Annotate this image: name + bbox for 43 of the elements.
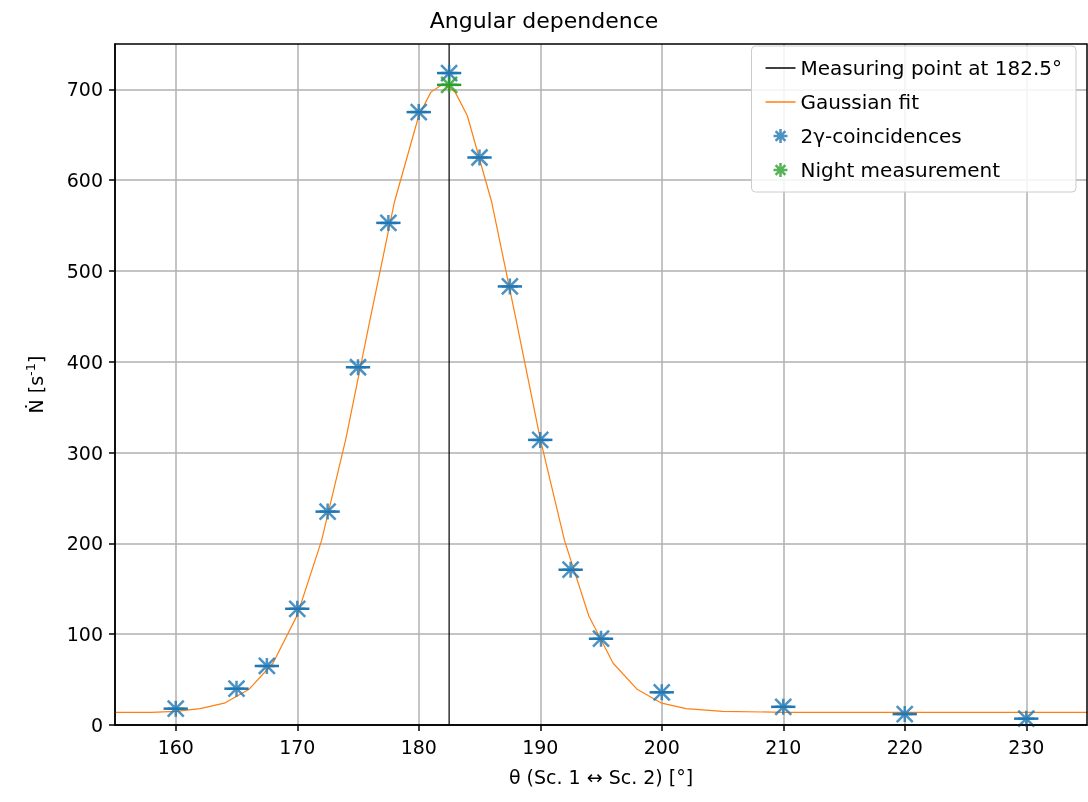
legend-label: Night measurement (800, 158, 1001, 182)
point (531, 430, 550, 450)
x-axis-title: θ (Sc. 1 ↔ Sc. 2) [°] (508, 765, 694, 788)
x-tick-label: 220 (886, 735, 923, 758)
point (257, 656, 277, 676)
point (379, 213, 398, 233)
legend-label: Gaussian fit (800, 90, 920, 114)
legend-label: Measuring point at 182.5° (800, 56, 1063, 80)
y-tick-label: 0 (90, 714, 103, 736)
y-tick-label: 400 (66, 350, 103, 373)
point (895, 704, 914, 724)
y-tick-label: 500 (66, 260, 103, 282)
x-tick-label: 160 (157, 735, 194, 758)
point (591, 629, 611, 648)
y-tick-label: 700 (66, 78, 103, 101)
point (500, 277, 520, 296)
y-tick-label: 100 (66, 623, 103, 646)
y-tick-label: 200 (66, 532, 103, 555)
y-tick-label: 300 (66, 441, 103, 464)
line-series (114, 83, 1088, 713)
point (166, 699, 185, 718)
chart-title: Angular dependence (429, 7, 659, 33)
point (652, 683, 671, 702)
x-tick-label: 190 (522, 735, 559, 758)
point (470, 148, 489, 167)
legend-label: 2γ-coincidences (800, 124, 962, 148)
x-tick-label: 230 (1008, 735, 1045, 758)
point (318, 502, 337, 521)
point (561, 560, 580, 579)
x-tick-label: 210 (765, 735, 802, 758)
point (288, 599, 307, 619)
y-tick-label: 600 (66, 169, 103, 192)
y-axis-title: Ṅ [s-1] (23, 355, 47, 414)
point (1017, 709, 1036, 728)
point (409, 102, 428, 122)
point (348, 358, 368, 377)
point (439, 63, 459, 83)
x-tick-label: 180 (400, 735, 437, 758)
point (774, 697, 793, 717)
point (439, 75, 459, 95)
point (227, 679, 246, 698)
x-tick-label: 170 (279, 735, 316, 758)
x-tick-label: 200 (643, 735, 680, 758)
